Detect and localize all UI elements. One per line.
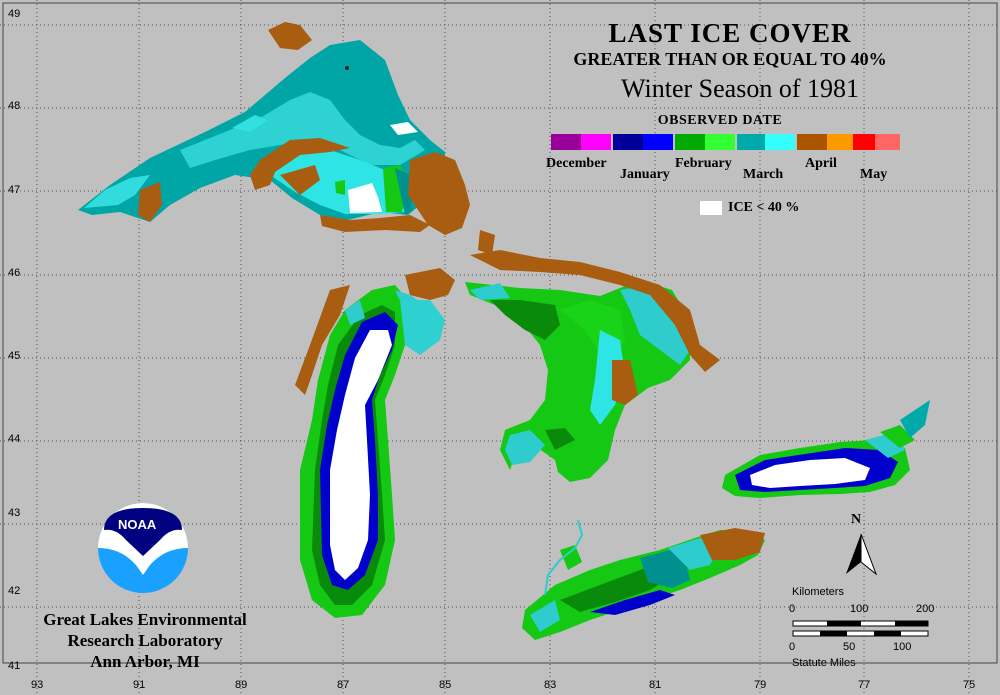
- noaa-logo-text: NOAA: [118, 517, 157, 532]
- scale-km-tick: 0: [789, 603, 796, 615]
- org-line3: Ann Arbor, MI: [90, 652, 200, 671]
- title-line1: LAST ICE COVER: [608, 18, 852, 48]
- north-label: N: [851, 512, 862, 527]
- scale-mi-tick: 100: [893, 641, 912, 653]
- legend-title: OBSERVED DATE: [657, 113, 783, 128]
- lat-tick: 43: [8, 507, 21, 519]
- scale-bar: [792, 620, 929, 637]
- lon-tick: 81: [649, 679, 662, 691]
- ice-less-than-40-swatch: [700, 201, 722, 215]
- lat-tick: 46: [8, 267, 21, 279]
- north-arrow-icon: [846, 533, 878, 576]
- noaa-logo: [98, 503, 188, 593]
- org-line2: Research Laboratory: [67, 631, 223, 650]
- lake-superior: [78, 40, 445, 222]
- superior-shore-late-ice: [138, 22, 470, 235]
- legend-month-february: February: [675, 156, 732, 171]
- detroit-river: [544, 519, 584, 596]
- lat-tick: 47: [8, 184, 21, 196]
- lon-tick: 83: [544, 679, 557, 691]
- lake-st-clair: [560, 545, 582, 570]
- michigan-shore-late-ice: [295, 268, 455, 395]
- lon-tick: 91: [133, 679, 146, 691]
- lon-tick: 93: [31, 679, 44, 691]
- lat-tick: 44: [8, 433, 21, 445]
- lat-tick: 49: [8, 8, 21, 20]
- legend-color-bar: [551, 134, 900, 150]
- lon-tick: 75: [963, 679, 976, 691]
- title-line2: GREATER THAN OR EQUAL TO 40%: [573, 49, 887, 69]
- lon-tick: 89: [235, 679, 248, 691]
- green-bay: [400, 300, 445, 355]
- lon-tick: 85: [439, 679, 452, 691]
- huron-north-shore: [470, 230, 720, 372]
- legend-month-january: January: [620, 167, 670, 182]
- scale-km-label: Kilometers: [792, 586, 844, 598]
- legend-month-march: March: [743, 167, 784, 182]
- lon-tick: 79: [754, 679, 767, 691]
- org-line1: Great Lakes Environmental: [43, 610, 247, 629]
- scale-mi-label: Statute Miles: [792, 657, 856, 669]
- legend-month-may: May: [860, 167, 888, 182]
- scale-mi-tick: 50: [843, 641, 856, 653]
- title-line3: Winter Season of 1981: [621, 74, 859, 103]
- lon-tick: 77: [858, 679, 871, 691]
- lake-ontario: [722, 400, 930, 498]
- legend-month-april: April: [805, 156, 837, 171]
- lat-tick: 48: [8, 100, 21, 112]
- lat-tick: 45: [8, 350, 21, 362]
- lake-huron: [465, 280, 690, 482]
- legend-month-december: December: [546, 156, 607, 171]
- lon-tick: 87: [337, 679, 350, 691]
- lake-michigan: [300, 285, 425, 618]
- scale-mi-tick: 0: [789, 641, 796, 653]
- scale-km-tick: 100: [850, 603, 869, 615]
- lake-erie: [522, 528, 765, 640]
- lat-tick: 41: [8, 660, 21, 672]
- lat-tick: 42: [8, 585, 21, 597]
- scale-km-tick: 200: [916, 603, 935, 615]
- ice-less-than-40-label: ICE < 40 %: [728, 200, 800, 215]
